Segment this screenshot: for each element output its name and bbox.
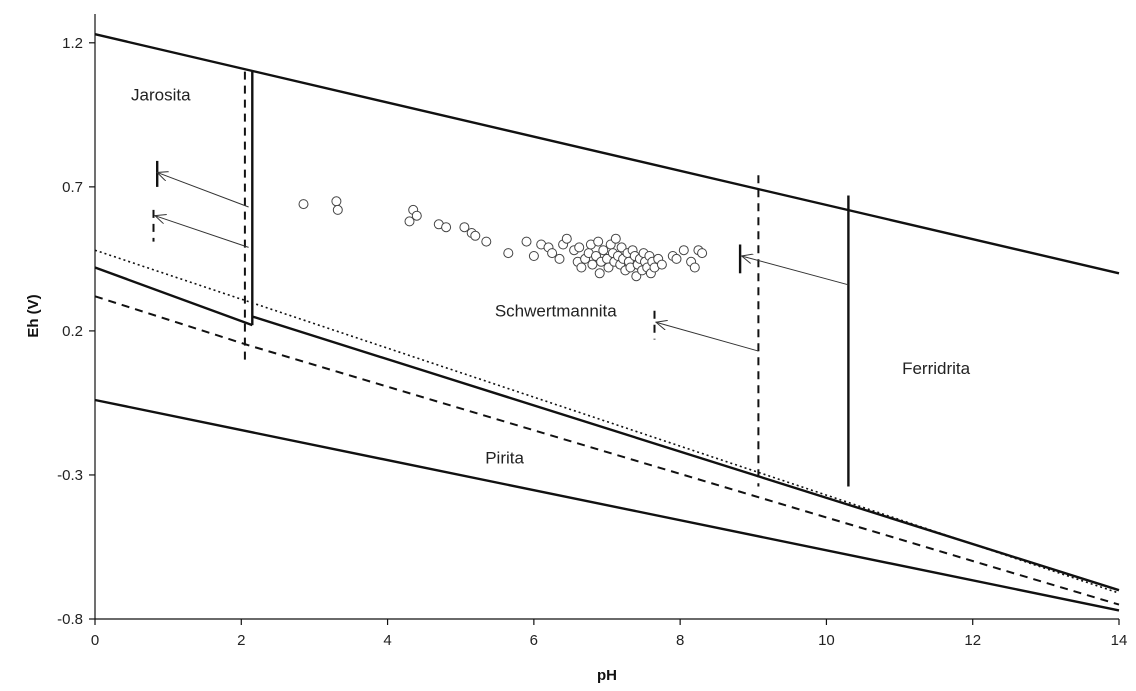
y-tick-label: -0.3 bbox=[57, 467, 83, 484]
region-label: Schwertmannita bbox=[495, 302, 617, 321]
data-point bbox=[547, 248, 558, 259]
arrow bbox=[656, 322, 759, 352]
y-axis-title: Eh (V) bbox=[25, 294, 42, 337]
boundary-line-solid bbox=[94, 266, 253, 327]
data-point bbox=[610, 233, 621, 244]
x-tick-label: 4 bbox=[383, 632, 391, 649]
region-label: Pirita bbox=[485, 448, 524, 467]
data-point bbox=[298, 199, 309, 210]
data-points bbox=[298, 196, 708, 282]
data-point bbox=[574, 242, 585, 253]
tick-labels: 0 2 4 6 8 10 12 14 -0.8 -0.3 0.2 0.7 1.2 bbox=[57, 35, 1127, 649]
data-point bbox=[656, 259, 667, 270]
x-axis-title: pH bbox=[597, 667, 617, 684]
x-tick-label: 0 bbox=[91, 632, 99, 649]
data-point bbox=[678, 245, 689, 256]
arrow bbox=[155, 216, 249, 248]
data-point bbox=[587, 259, 598, 270]
data-point bbox=[411, 210, 422, 221]
boundary-line-solid bbox=[251, 315, 1120, 592]
data-point bbox=[470, 230, 481, 241]
data-point bbox=[616, 242, 627, 253]
x-tick-label: 2 bbox=[237, 632, 245, 649]
data-point bbox=[481, 236, 492, 247]
region-label: Jarosita bbox=[131, 85, 191, 104]
boundary-line-dashed bbox=[94, 295, 1120, 606]
data-point bbox=[671, 253, 682, 264]
data-point bbox=[521, 236, 532, 247]
x-tick-label: 6 bbox=[530, 632, 538, 649]
data-point bbox=[689, 262, 700, 273]
data-point bbox=[631, 271, 642, 282]
data-point bbox=[441, 222, 452, 233]
arrow bbox=[157, 172, 249, 208]
data-point bbox=[561, 233, 572, 244]
tick-marks bbox=[89, 42, 1120, 625]
arrows bbox=[155, 172, 849, 352]
boundary-line-solid bbox=[94, 398, 1120, 612]
boundary-line-solid bbox=[94, 33, 1120, 275]
y-tick-label: -0.8 bbox=[57, 611, 83, 628]
x-tick-label: 8 bbox=[676, 632, 684, 649]
data-point bbox=[593, 236, 604, 247]
arrow bbox=[742, 256, 849, 286]
data-point bbox=[459, 222, 470, 233]
data-point bbox=[528, 251, 539, 261]
data-point bbox=[404, 216, 415, 227]
region-label: Ferridrita bbox=[902, 359, 971, 378]
data-point bbox=[332, 204, 343, 215]
axes bbox=[94, 14, 1119, 620]
y-tick-label: 1.2 bbox=[62, 35, 83, 52]
x-tick-label: 12 bbox=[964, 632, 981, 649]
boundary-lines bbox=[94, 33, 1120, 612]
data-point bbox=[594, 268, 605, 279]
data-point bbox=[576, 262, 587, 273]
y-tick-label: 0.2 bbox=[62, 323, 83, 340]
data-point bbox=[331, 196, 342, 207]
region-labels: Jarosita Schwertmannita Ferridrita Pirita bbox=[131, 85, 971, 467]
data-point bbox=[503, 248, 514, 259]
data-point bbox=[598, 245, 609, 256]
y-tick-label: 0.7 bbox=[62, 179, 83, 196]
x-tick-label: 10 bbox=[818, 632, 835, 649]
data-point bbox=[697, 248, 708, 259]
data-point bbox=[554, 253, 565, 264]
x-tick-label: 14 bbox=[1111, 632, 1128, 649]
